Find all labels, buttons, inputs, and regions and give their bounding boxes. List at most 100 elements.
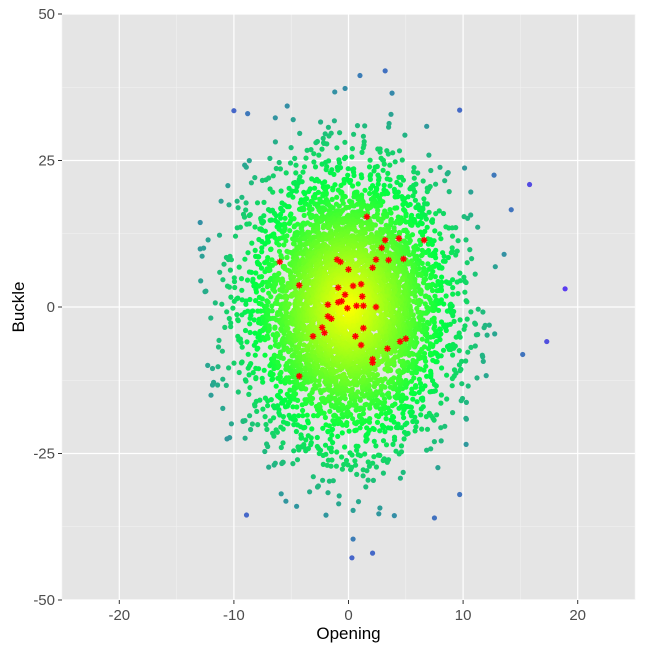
data-point [230,305,236,311]
data-point [392,205,398,211]
data-point [353,443,359,449]
data-point [287,160,294,166]
data-point [397,475,403,481]
data-point [275,403,281,409]
data-point [458,398,464,404]
data-point [259,296,265,302]
data-point [248,361,254,367]
data-point [373,333,379,339]
data-point [264,426,270,432]
data-point [246,372,252,378]
data-point [442,178,448,184]
data-point [443,293,449,299]
data-point [299,179,305,185]
data-point [353,402,359,408]
data-point [296,350,303,357]
data-point [391,434,398,440]
data-point [427,252,433,258]
data-point [445,254,451,261]
data-point [248,269,254,275]
data-point [465,349,471,355]
point-cloud [197,103,507,518]
data-point [280,278,286,284]
data-point [355,419,361,425]
data-point [281,228,287,234]
data-point [346,428,352,434]
data-point [235,389,241,395]
data-point [377,428,383,434]
data-point [381,161,387,167]
data-point [290,274,296,280]
data-point [305,446,311,452]
data-point [381,182,387,188]
data-point [474,375,480,381]
data-point [351,131,357,137]
data-point [208,392,214,398]
data-point [280,440,286,446]
data-point [282,397,288,403]
data-point [228,294,234,300]
data-point [421,350,428,357]
data-point [463,415,469,421]
data-point [382,366,388,372]
data-point [385,170,391,176]
data-point [254,408,260,414]
data-point [376,511,382,517]
data-point [306,188,312,195]
data-point [350,507,356,513]
data-point [295,397,301,403]
data-point [392,194,398,200]
data-point [435,465,441,471]
data-point [236,264,242,270]
data-point [441,301,447,307]
data-point [243,207,249,213]
data-point [228,421,234,427]
data-point [390,441,396,447]
data-point [390,244,396,250]
data-point [328,246,334,252]
data-point [298,432,304,438]
data-point [365,477,371,483]
data-point [301,212,307,218]
data-point [379,392,385,398]
data-point [222,324,228,330]
data-point [362,451,368,457]
data-point [381,456,387,462]
data-point [419,247,425,253]
data-point [311,151,317,157]
data-point [378,411,385,417]
data-point [286,301,292,307]
data-point [349,146,355,152]
data-point [389,403,396,409]
data-point [455,291,461,297]
data-point [325,124,331,130]
data-point [396,148,403,154]
data-point [264,441,270,447]
data-point [437,164,443,170]
data-point [300,169,306,175]
data-point [342,194,348,200]
data-point [272,288,278,294]
data-point [265,335,271,341]
data-point [449,233,456,239]
data-point [320,461,326,467]
data-point [310,474,316,480]
data-point [484,332,490,338]
data-point [382,429,388,435]
data-point [308,440,314,446]
data-point [462,165,468,171]
data-point [385,457,392,463]
data-point [331,171,337,177]
data-point [247,413,253,419]
data-point [334,449,340,455]
data-point [243,164,249,170]
data-point [220,376,226,382]
data-point [281,242,287,248]
data-point [371,454,377,460]
data-point [439,365,445,371]
data-point [373,443,379,449]
data-point [282,221,288,227]
data-point [205,362,211,368]
data-point [480,358,486,364]
data-point [360,467,366,473]
